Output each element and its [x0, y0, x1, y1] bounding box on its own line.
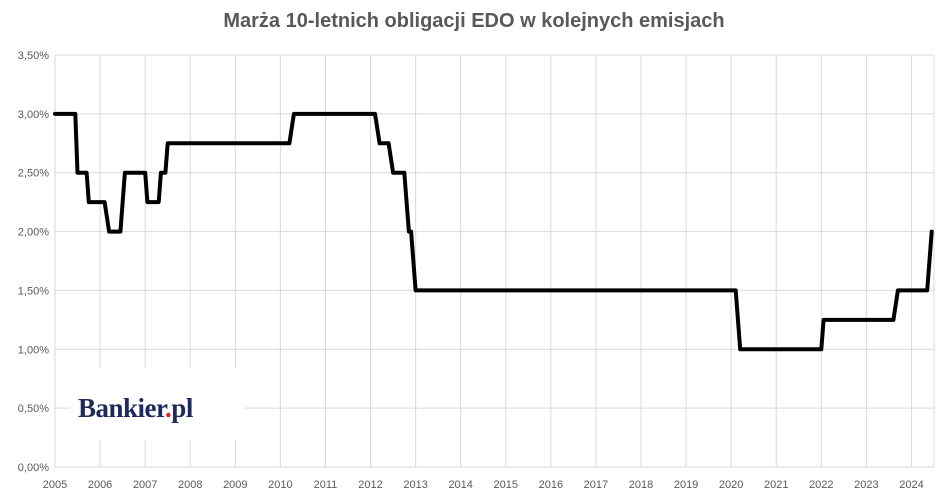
x-tick-label: 2022: [809, 479, 833, 491]
x-tick-label: 2018: [629, 479, 653, 491]
y-tick-label: 3,50%: [18, 50, 49, 62]
chart-title: Marża 10-letnich obligacji EDO w kolejny…: [223, 10, 725, 32]
x-tick-label: 2006: [88, 479, 112, 491]
x-tick-label: 2007: [133, 479, 157, 491]
x-tick-label: 2005: [43, 479, 67, 491]
x-tick-label: 2009: [223, 479, 247, 491]
x-tick-label: 2011: [314, 479, 338, 491]
x-tick-label: 2023: [854, 479, 878, 491]
y-tick-label: 3,00%: [18, 109, 49, 121]
logo-dot: .: [165, 393, 172, 423]
y-tick-label: 0,00%: [18, 462, 49, 474]
y-tick-label: 1,00%: [18, 344, 49, 356]
x-tick-label: 2010: [268, 479, 292, 491]
x-tick-label: 2012: [358, 479, 382, 491]
x-tick-label: 2014: [448, 479, 472, 491]
x-tick-label: 2021: [764, 479, 788, 491]
logo-text-main: Bankier: [78, 393, 166, 423]
x-tick-label: 2024: [899, 479, 923, 491]
y-tick-label: 1,50%: [18, 285, 49, 297]
x-tick-label: 2015: [494, 479, 518, 491]
bankier-logo: Bankier.pl: [78, 393, 193, 424]
y-tick-label: 2,00%: [18, 227, 49, 239]
logo-text-suffix: pl: [171, 393, 193, 423]
x-tick-label: 2017: [584, 479, 608, 491]
x-tick-label: 2020: [719, 479, 743, 491]
series-line-edo-margin: [53, 111, 934, 352]
x-tick-label: 2019: [674, 479, 698, 491]
x-tick-label: 2016: [539, 479, 563, 491]
x-tick-label: 2008: [178, 479, 202, 491]
y-tick-label: 2,50%: [18, 168, 49, 180]
x-tick-label: 2013: [403, 479, 427, 491]
y-tick-label: 0,50%: [18, 403, 49, 415]
